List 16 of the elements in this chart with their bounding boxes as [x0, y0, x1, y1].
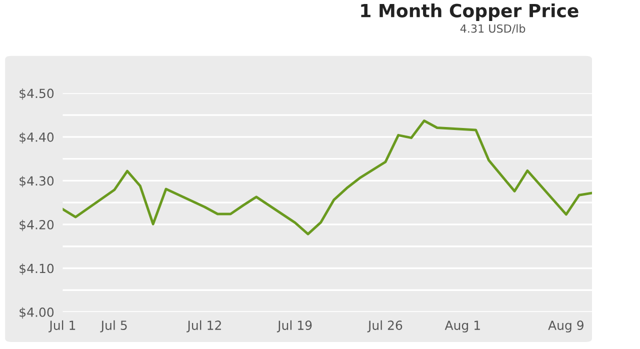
y-tick-label: $4.30: [20, 176, 54, 188]
x-tick-label: Jul 19: [276, 320, 312, 332]
x-tick-label: Jul 26: [367, 320, 402, 332]
line-series: [62, 120, 592, 236]
x-tick-label: Jul 5: [100, 320, 127, 332]
y-tick-label: $4.00: [20, 307, 54, 319]
y-tick-label: $4.50: [20, 88, 54, 100]
x-tick-label: Jul 12: [186, 320, 221, 332]
chart-subtitle: 4.31 USD/lb: [460, 24, 526, 34]
chart-title: 1 Month Copper Price: [361, 3, 578, 21]
y-tick-label: $4.10: [20, 263, 54, 275]
x-tick-label: Aug 9: [548, 320, 584, 332]
y-tick-label: $4.20: [20, 220, 54, 232]
x-tick-label: Aug 1: [444, 320, 480, 332]
y-tick-label: $4.40: [20, 132, 54, 144]
x-tick-label: Jul 1: [48, 320, 76, 332]
